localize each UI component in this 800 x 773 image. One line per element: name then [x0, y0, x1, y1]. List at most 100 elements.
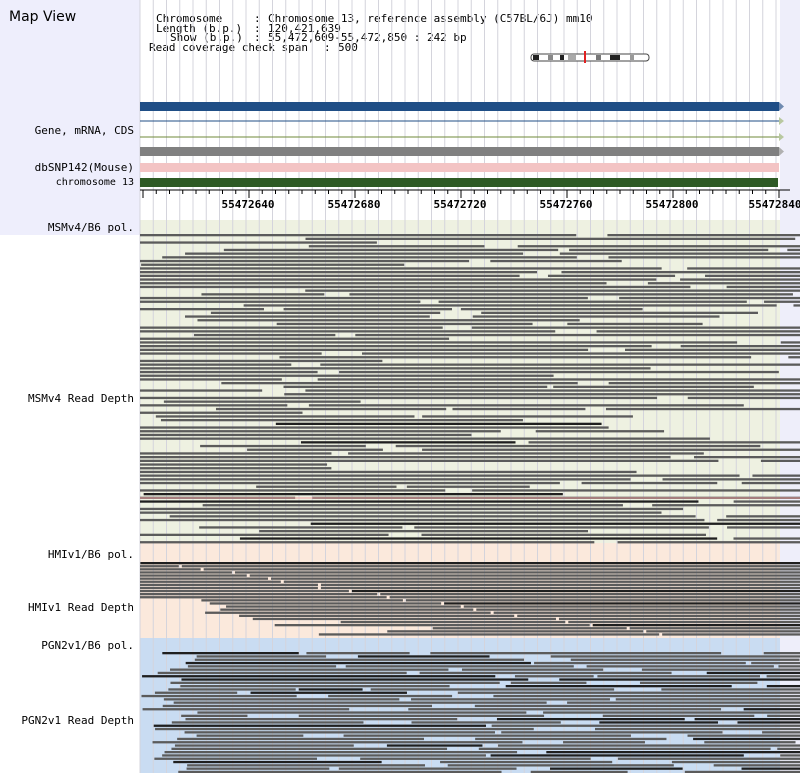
- transcript-arrow-icon: [779, 117, 784, 125]
- read: [168, 688, 296, 691]
- read: [380, 593, 800, 596]
- read: [493, 694, 800, 698]
- read: [201, 293, 325, 296]
- read: [140, 463, 328, 466]
- gene-arrow-icon: [779, 102, 784, 111]
- read: [247, 448, 383, 451]
- read: [727, 526, 800, 529]
- read: [140, 437, 710, 440]
- snp-bar: [140, 163, 779, 172]
- read: [275, 422, 602, 425]
- read: [283, 308, 452, 311]
- read: [221, 382, 578, 385]
- read: [140, 583, 318, 586]
- read: [349, 293, 793, 296]
- read: [298, 714, 545, 717]
- read: [550, 767, 683, 770]
- chromosome-track-label: chromosome 13: [55, 177, 134, 188]
- read: [140, 359, 383, 363]
- read: [140, 456, 671, 459]
- read: [170, 668, 449, 671]
- read: [140, 511, 662, 514]
- read: [671, 760, 800, 764]
- read: [408, 708, 722, 711]
- info-show-value: 55,472,609-55,472,850 : 242 bp: [268, 31, 467, 44]
- hmi-read-depth-label: HMIv1 Read Depth: [28, 601, 134, 614]
- read: [196, 655, 327, 658]
- read: [793, 304, 800, 307]
- read: [140, 330, 556, 333]
- read: [180, 685, 450, 688]
- read: [142, 708, 350, 711]
- read: [505, 685, 732, 688]
- transcript-arrow-icon: [779, 133, 784, 141]
- read: [239, 614, 515, 617]
- gene-bar: [140, 102, 779, 111]
- read: [752, 474, 800, 477]
- axis-tick-label: 55472800: [645, 198, 699, 211]
- read: [567, 701, 800, 704]
- read: [140, 467, 332, 470]
- read: [422, 415, 633, 418]
- read: [177, 737, 424, 741]
- read: [140, 478, 631, 481]
- read: [209, 602, 442, 605]
- read: [163, 698, 400, 701]
- read: [320, 363, 800, 366]
- read: [751, 661, 800, 665]
- read: [432, 627, 627, 630]
- read: [155, 727, 534, 731]
- read: [140, 378, 282, 381]
- read: [239, 537, 718, 540]
- read: [496, 718, 685, 721]
- read: [140, 568, 201, 571]
- read: [647, 282, 800, 285]
- read: [140, 586, 318, 590]
- read: [140, 374, 554, 377]
- read: [474, 704, 800, 708]
- read: [705, 274, 800, 277]
- read: [178, 770, 502, 773]
- read: [164, 751, 518, 754]
- read: [187, 764, 426, 767]
- read: [726, 515, 800, 518]
- read: [534, 661, 746, 665]
- read: [463, 605, 800, 608]
- read: [586, 665, 774, 668]
- read: [152, 741, 523, 744]
- read: [550, 655, 800, 658]
- read: [140, 518, 705, 522]
- read: [362, 352, 800, 355]
- ideogram-band: [548, 55, 553, 60]
- read: [140, 433, 472, 437]
- read: [140, 481, 560, 485]
- axis-tick-label: 55472760: [539, 198, 593, 211]
- read: [607, 234, 800, 237]
- read: [514, 675, 594, 678]
- ideogram-band: [533, 55, 539, 60]
- info-coverage-key: Read coverage check span: [149, 41, 308, 54]
- read: [629, 627, 800, 630]
- read: [569, 248, 769, 252]
- read: [547, 274, 676, 277]
- read: [185, 315, 430, 318]
- read: [741, 767, 800, 770]
- read: [283, 580, 800, 583]
- read: [140, 389, 263, 392]
- read: [406, 485, 530, 488]
- read: [140, 589, 349, 593]
- read: [535, 430, 665, 433]
- read: [355, 333, 800, 337]
- read: [639, 681, 758, 684]
- read: [140, 577, 269, 580]
- info-colon: :: [324, 41, 331, 54]
- read: [252, 617, 556, 621]
- ideogram-band: [596, 55, 601, 60]
- read: [567, 322, 703, 326]
- read: [140, 363, 292, 366]
- read: [762, 731, 800, 734]
- read: [491, 724, 800, 727]
- read: [140, 452, 332, 455]
- read: [140, 271, 538, 274]
- read: [558, 617, 800, 621]
